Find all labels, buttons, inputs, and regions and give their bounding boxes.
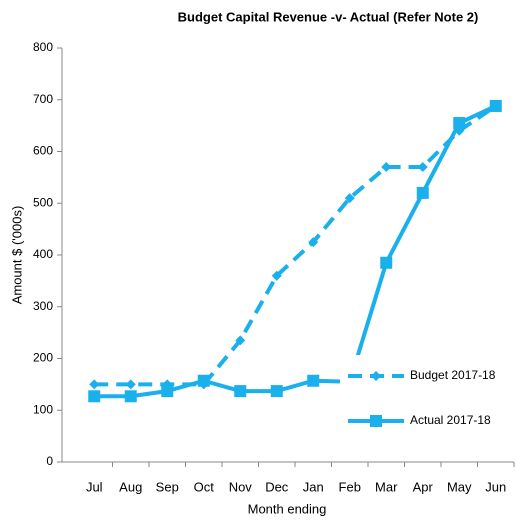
- diamond-marker: [344, 193, 355, 204]
- legend-label: Actual 2017-18: [410, 413, 491, 427]
- x-tick-label: Jun: [485, 479, 506, 494]
- square-marker: [489, 99, 502, 112]
- y-tick-label: 800: [33, 40, 53, 54]
- y-tick-label: 200: [33, 351, 53, 365]
- x-tick-label: May: [447, 479, 472, 494]
- diamond-marker: [125, 379, 136, 390]
- y-tick-label: 600: [33, 144, 53, 158]
- x-tick-label: Sep: [156, 479, 179, 494]
- y-tick-label: 0: [46, 454, 53, 468]
- x-tick-label: Oct: [194, 479, 215, 494]
- diamond-marker: [308, 237, 319, 248]
- square-marker: [234, 385, 247, 398]
- x-tick-label: Aug: [119, 479, 142, 494]
- square-marker: [370, 415, 382, 427]
- diamond-marker: [371, 371, 381, 381]
- x-tick-label: Feb: [339, 479, 361, 494]
- series-line: [94, 104, 497, 387]
- x-tick-label: Dec: [265, 479, 289, 494]
- diamond-marker: [381, 162, 392, 173]
- square-marker: [453, 117, 466, 130]
- chart-title: Budget Capital Revenue -v- Actual (Refer…: [178, 9, 479, 24]
- square-marker: [197, 374, 210, 387]
- x-tick-label: Jan: [303, 479, 324, 494]
- square-marker: [124, 390, 137, 403]
- x-axis-label: Month ending: [248, 501, 327, 516]
- x-tick-label: Mar: [375, 479, 398, 494]
- square-marker: [416, 186, 429, 199]
- diamond-marker: [417, 162, 428, 173]
- legend-label: Budget 2017-18: [410, 368, 496, 382]
- diamond-marker: [235, 335, 246, 346]
- y-tick-label: 300: [33, 299, 53, 313]
- square-marker: [380, 256, 393, 269]
- diamond-marker: [271, 270, 282, 281]
- square-marker: [307, 374, 320, 387]
- square-marker: [161, 385, 174, 398]
- x-tick-label: Nov: [229, 479, 253, 494]
- square-marker: [270, 385, 283, 398]
- series-line: [94, 104, 497, 399]
- square-marker: [88, 390, 101, 403]
- y-tick-label: 500: [33, 195, 53, 209]
- y-tick-label: 100: [33, 402, 53, 416]
- legend-box: [340, 355, 514, 440]
- x-tick-label: Apr: [413, 479, 434, 494]
- x-tick-label: Jul: [86, 479, 103, 494]
- y-axis-label: Amount $ ('000s): [9, 206, 24, 305]
- y-tick-label: 400: [33, 247, 53, 261]
- y-tick-label: 700: [33, 92, 53, 106]
- diamond-marker: [89, 379, 100, 390]
